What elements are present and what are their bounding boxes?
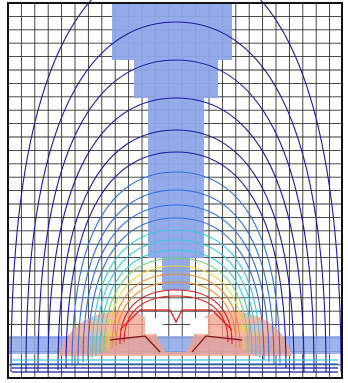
contour-line-18 (119, 289, 233, 345)
contour-line-10 (87, 217, 265, 361)
contour-line-1 (10, 0, 342, 373)
cavity-right (190, 318, 208, 334)
contour-line-13 (99, 249, 253, 355)
contour-line-6 (65, 151, 287, 369)
inner-red-contour (119, 309, 233, 331)
cavity-left (145, 318, 163, 334)
contour-line-17 (115, 281, 237, 347)
inner-dark-contour (109, 335, 243, 353)
contour-line-8 (77, 189, 275, 365)
contour-line-5 (57, 129, 295, 371)
contour-line-15 (107, 265, 245, 351)
electrode-column (112, 3, 232, 290)
contour-line-19 (123, 295, 229, 343)
electrode-shape (8, 3, 342, 354)
contour-line-4 (47, 97, 305, 373)
contour-line-7 (71, 171, 281, 367)
contour-line-9 (82, 204, 270, 363)
plot-border (7, 2, 343, 379)
contour-line-2 (25, 21, 327, 373)
contour-lines (10, 0, 342, 373)
contour-line-11 (91, 229, 261, 359)
contour-line-3 (37, 59, 315, 373)
contour-line-16 (111, 273, 241, 349)
contour-line-14 (103, 257, 249, 353)
contour-line-12 (95, 239, 257, 357)
